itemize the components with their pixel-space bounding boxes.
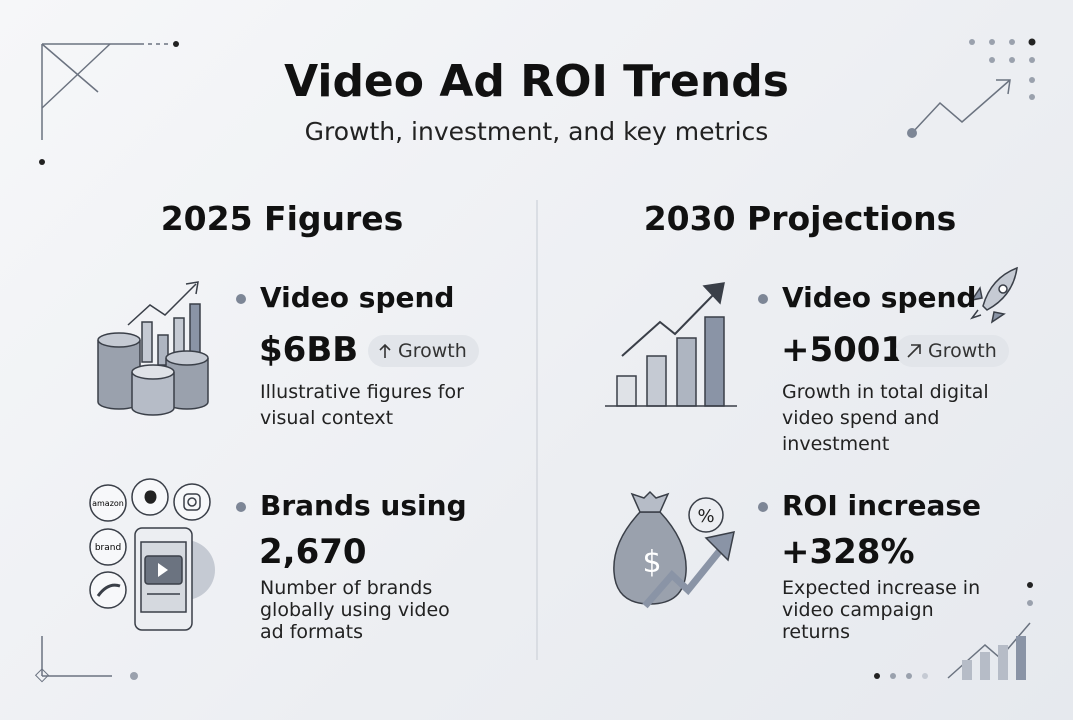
metric-label: Brands using	[260, 489, 467, 522]
metric-value: +328%	[781, 532, 915, 572]
metric-value: +5001	[781, 330, 905, 370]
icon-symbol: $	[642, 545, 661, 580]
metric-description: Illustrative figures for visual context	[260, 381, 464, 429]
arrow-icon	[379, 343, 391, 358]
bullet	[758, 294, 768, 304]
title: Video Ad ROI Trends	[284, 56, 789, 107]
metric-label: Video spend	[782, 281, 977, 314]
bullet	[758, 502, 768, 512]
icon-symbol: %	[697, 506, 714, 527]
badge: Growth	[368, 335, 479, 367]
logo-text: brand	[95, 543, 121, 553]
section-heading: 2025 Figures	[160, 199, 404, 238]
logo-text: amazon	[92, 499, 124, 508]
metric-description: Expected increase in video campaign retu…	[782, 577, 981, 643]
subtitle: Growth, investment, and key metrics	[304, 117, 769, 146]
metric-value: $6BB	[259, 330, 359, 370]
arrow-icon	[907, 344, 921, 358]
metric-description: Number of brands globally using video ad…	[260, 577, 450, 643]
badge: Growth	[896, 335, 1009, 367]
bullet	[236, 294, 246, 304]
section-heading: 2030 Projections	[643, 199, 957, 238]
badge-text: Growth	[928, 340, 997, 362]
bullet	[236, 502, 246, 512]
metric-description: Growth in total digital video spend and …	[782, 381, 989, 455]
metric-label: ROI increase	[782, 489, 982, 522]
metric-label: Video spend	[260, 281, 455, 314]
badge-text: Growth	[398, 340, 467, 362]
metric-value: 2,670	[259, 532, 367, 572]
